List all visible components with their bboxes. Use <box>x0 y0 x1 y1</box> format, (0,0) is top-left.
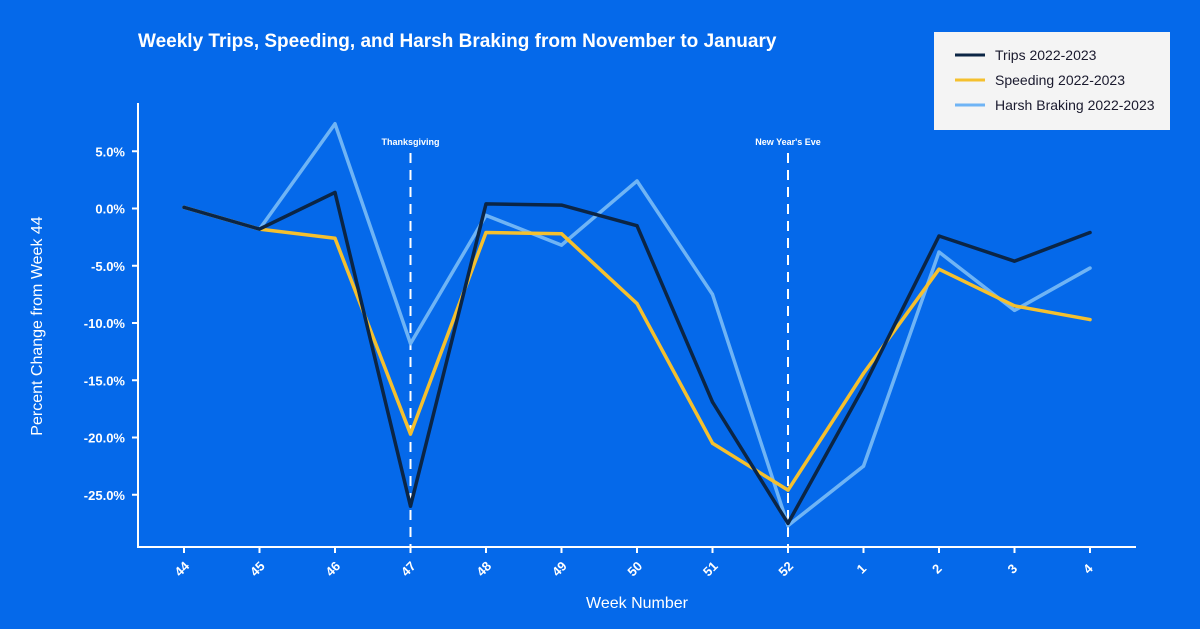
data-point <box>333 236 337 240</box>
series-line <box>182 122 1092 528</box>
legend-label: Speeding 2022-2023 <box>995 72 1125 88</box>
y-tick-label: -15.0% <box>84 373 126 388</box>
data-point <box>635 301 639 306</box>
annotations: Thanksgiving New Year's Eve <box>381 137 821 547</box>
data-point <box>257 227 262 231</box>
x-tick-label: 48 <box>473 558 494 579</box>
data-point <box>786 521 790 525</box>
series-line <box>182 205 1092 492</box>
data-point <box>333 122 337 126</box>
data-point <box>710 441 715 445</box>
legend-label: Harsh Braking 2022-2023 <box>995 97 1155 113</box>
data-point <box>484 213 488 217</box>
data-point <box>861 371 866 375</box>
x-tick-label: 50 <box>624 558 645 579</box>
x-tick-label: 44 <box>171 558 192 579</box>
series-1 <box>182 205 1092 492</box>
data-point <box>1088 266 1092 270</box>
x-tick-label: 51 <box>700 558 721 579</box>
annotation-label: Thanksgiving <box>381 137 439 147</box>
series-line <box>182 190 1092 526</box>
series-0 <box>182 190 1092 526</box>
data-point <box>333 190 337 195</box>
y-tick-label: 0.0% <box>95 202 125 217</box>
data-point <box>937 234 941 238</box>
data-point <box>1012 259 1017 263</box>
data-point <box>484 202 488 206</box>
x-axis-title: Week Number <box>586 595 689 612</box>
x-tick-label: 45 <box>247 558 268 579</box>
data-point <box>710 292 715 296</box>
y-tick-label: -25.0% <box>84 488 126 503</box>
data-point <box>1012 308 1017 313</box>
data-point <box>182 205 186 209</box>
chart-title: Weekly Trips, Speeding, and Harsh Brakin… <box>138 31 777 52</box>
x-tick-label: 3 <box>1004 561 1020 577</box>
x-tick-label: 52 <box>775 558 796 579</box>
data-point <box>937 267 941 271</box>
y-tick-label: -20.0% <box>84 431 126 446</box>
series-2 <box>182 122 1092 528</box>
data-point <box>484 230 488 235</box>
data-point <box>408 342 413 346</box>
data-point <box>1088 317 1092 322</box>
data-point <box>559 243 564 247</box>
y-tick-label: 5.0% <box>95 144 125 159</box>
data-point <box>710 400 715 404</box>
data-point <box>635 179 639 183</box>
x-tick-label: 49 <box>549 558 570 579</box>
data-point <box>1088 230 1092 235</box>
x-tick-label: 46 <box>322 558 343 579</box>
data-point <box>559 203 564 207</box>
data-point <box>786 488 790 492</box>
y-axis-ticks: 5.0% 0.0% -5.0% -10.0% -15.0% -20.0% -25.0% <box>84 144 138 503</box>
data-point <box>635 224 639 228</box>
annotation-label: New Year's Eve <box>755 137 821 147</box>
y-axis-title: Percent Change from Week 44 <box>29 216 46 435</box>
data-point <box>408 504 413 508</box>
y-tick-label: -5.0% <box>91 259 125 274</box>
series-layer <box>182 122 1092 528</box>
data-point <box>937 250 941 254</box>
data-point <box>861 464 866 468</box>
y-tick-label: -10.0% <box>84 316 126 331</box>
x-tick-label: 4 <box>1080 560 1096 576</box>
x-tick-label: 47 <box>398 558 419 579</box>
x-tick-label: 2 <box>929 561 945 577</box>
x-axis-ticks: 44 45 46 47 48 49 50 51 52 1 2 3 4 <box>171 547 1096 579</box>
legend: Trips 2022-2023 Speeding 2022-2023 Harsh B… <box>934 32 1170 130</box>
data-point <box>1012 304 1017 308</box>
legend-label: Trips 2022-2023 <box>995 47 1097 63</box>
x-tick-label: 1 <box>853 561 869 577</box>
data-point <box>408 432 413 436</box>
data-point <box>559 232 564 236</box>
data-point <box>861 385 866 389</box>
